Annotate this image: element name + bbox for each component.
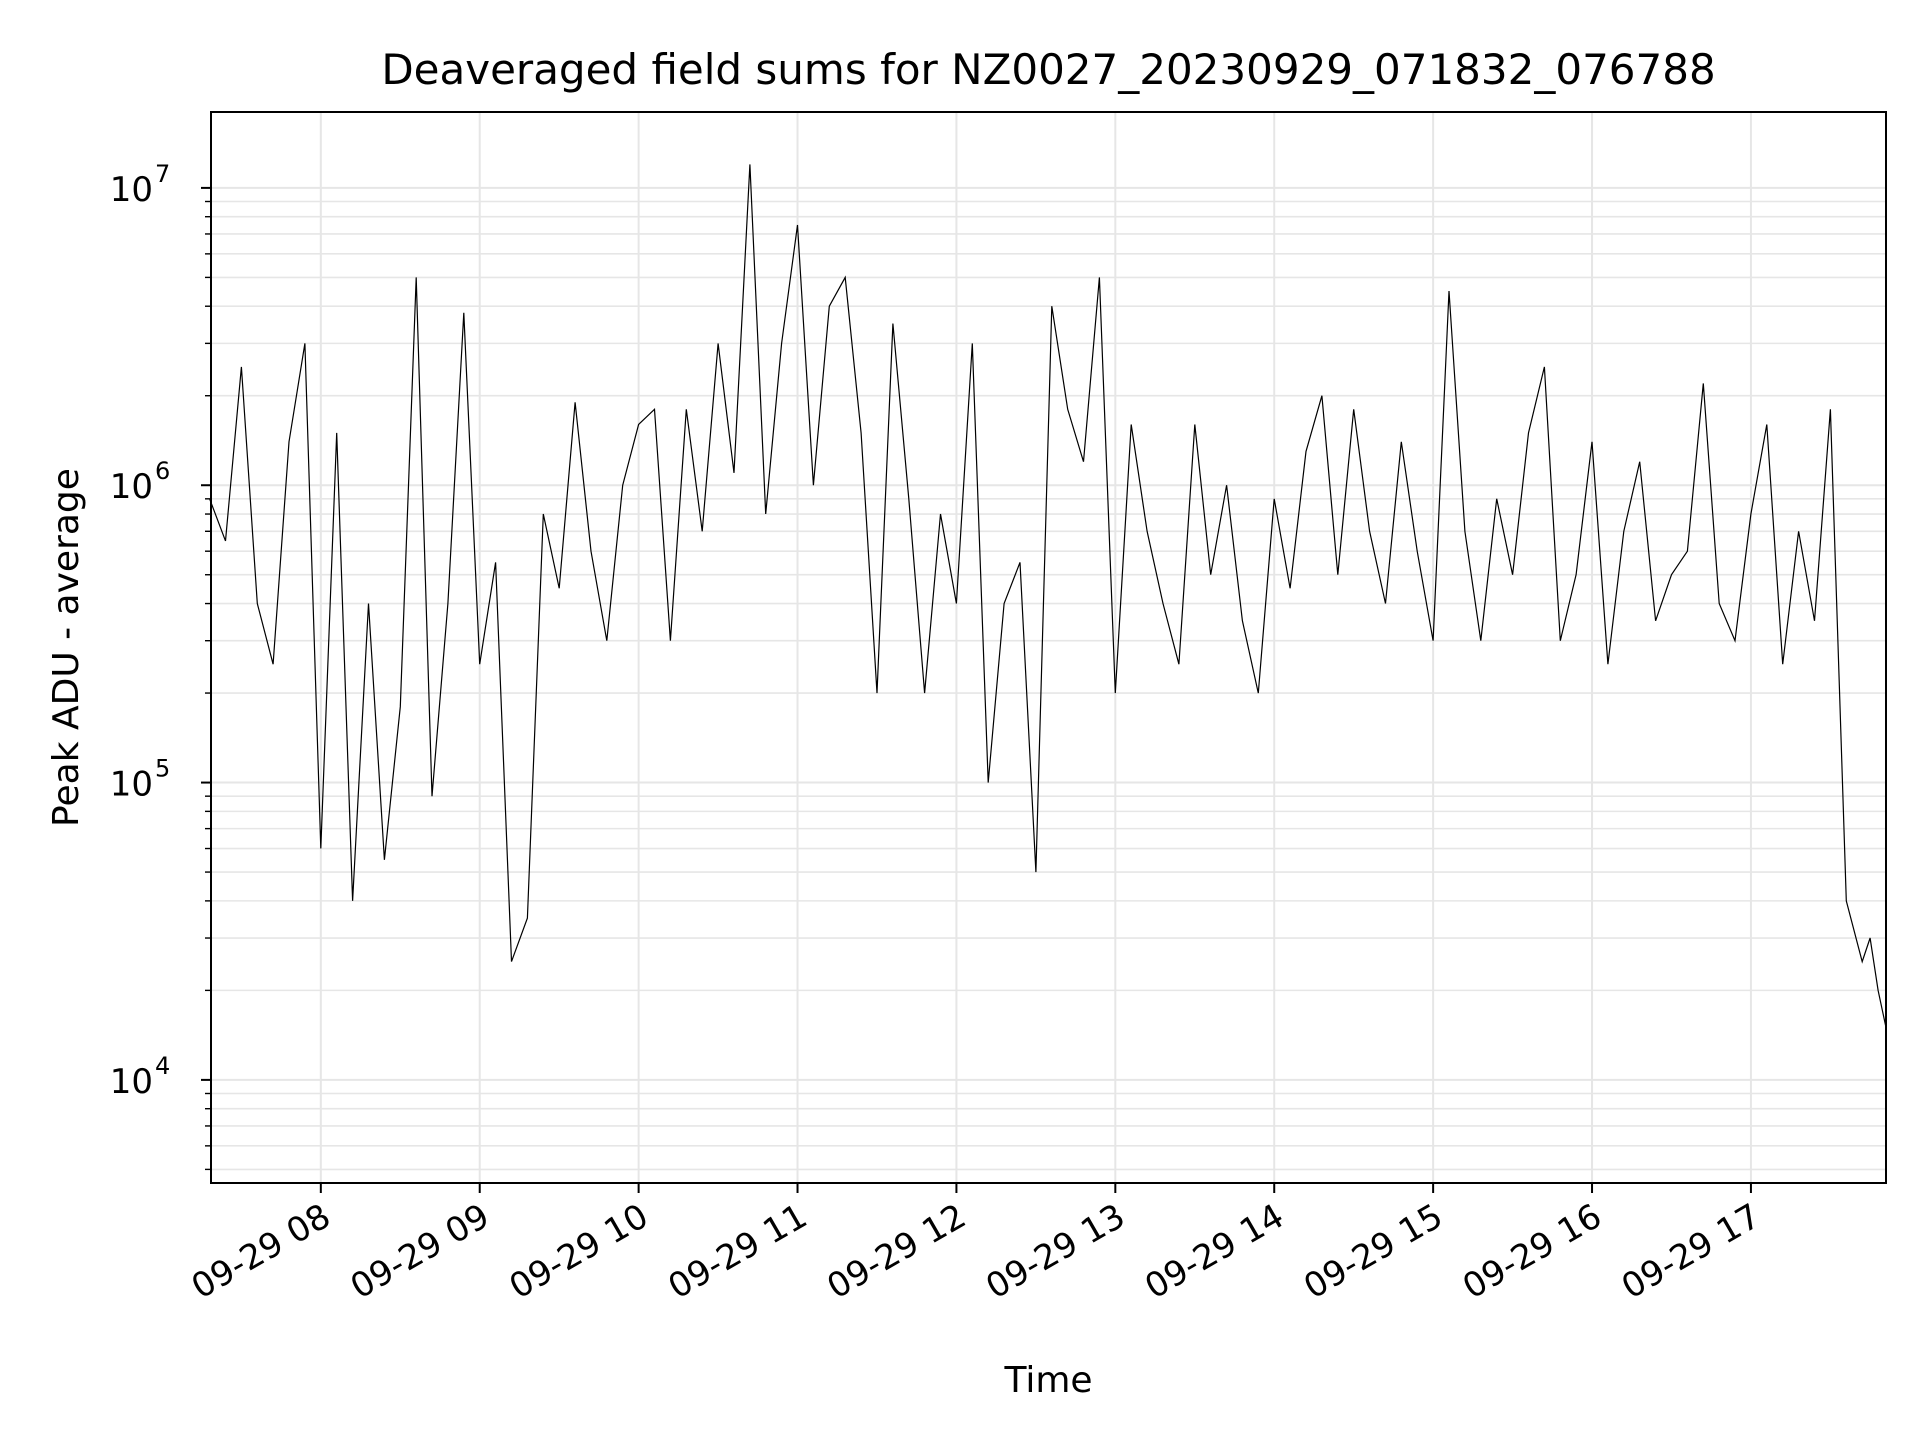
series-group: [209, 164, 1887, 1028]
plot-area-frame: [210, 111, 1887, 1184]
x-axis-label: Time: [1003, 1360, 1092, 1401]
y-axis-label: Peak ADU - average: [46, 468, 87, 827]
series-line: [209, 164, 1887, 1028]
y-tick-label-exponent: 5: [155, 755, 170, 783]
y-tick-label-exponent: 4: [155, 1052, 170, 1080]
grid: [211, 112, 1886, 1183]
y-tick-label-exponent: 7: [155, 160, 170, 188]
y-tick-label: 10: [110, 765, 153, 805]
y-tick-label: 10: [110, 170, 153, 210]
chart-title: Deaveraged field sums for NZ0027_2023092…: [381, 45, 1715, 94]
y-tick-label: 10: [110, 1062, 153, 1102]
y-tick-label-exponent: 6: [155, 457, 170, 485]
y-tick-label: 10: [110, 467, 153, 507]
